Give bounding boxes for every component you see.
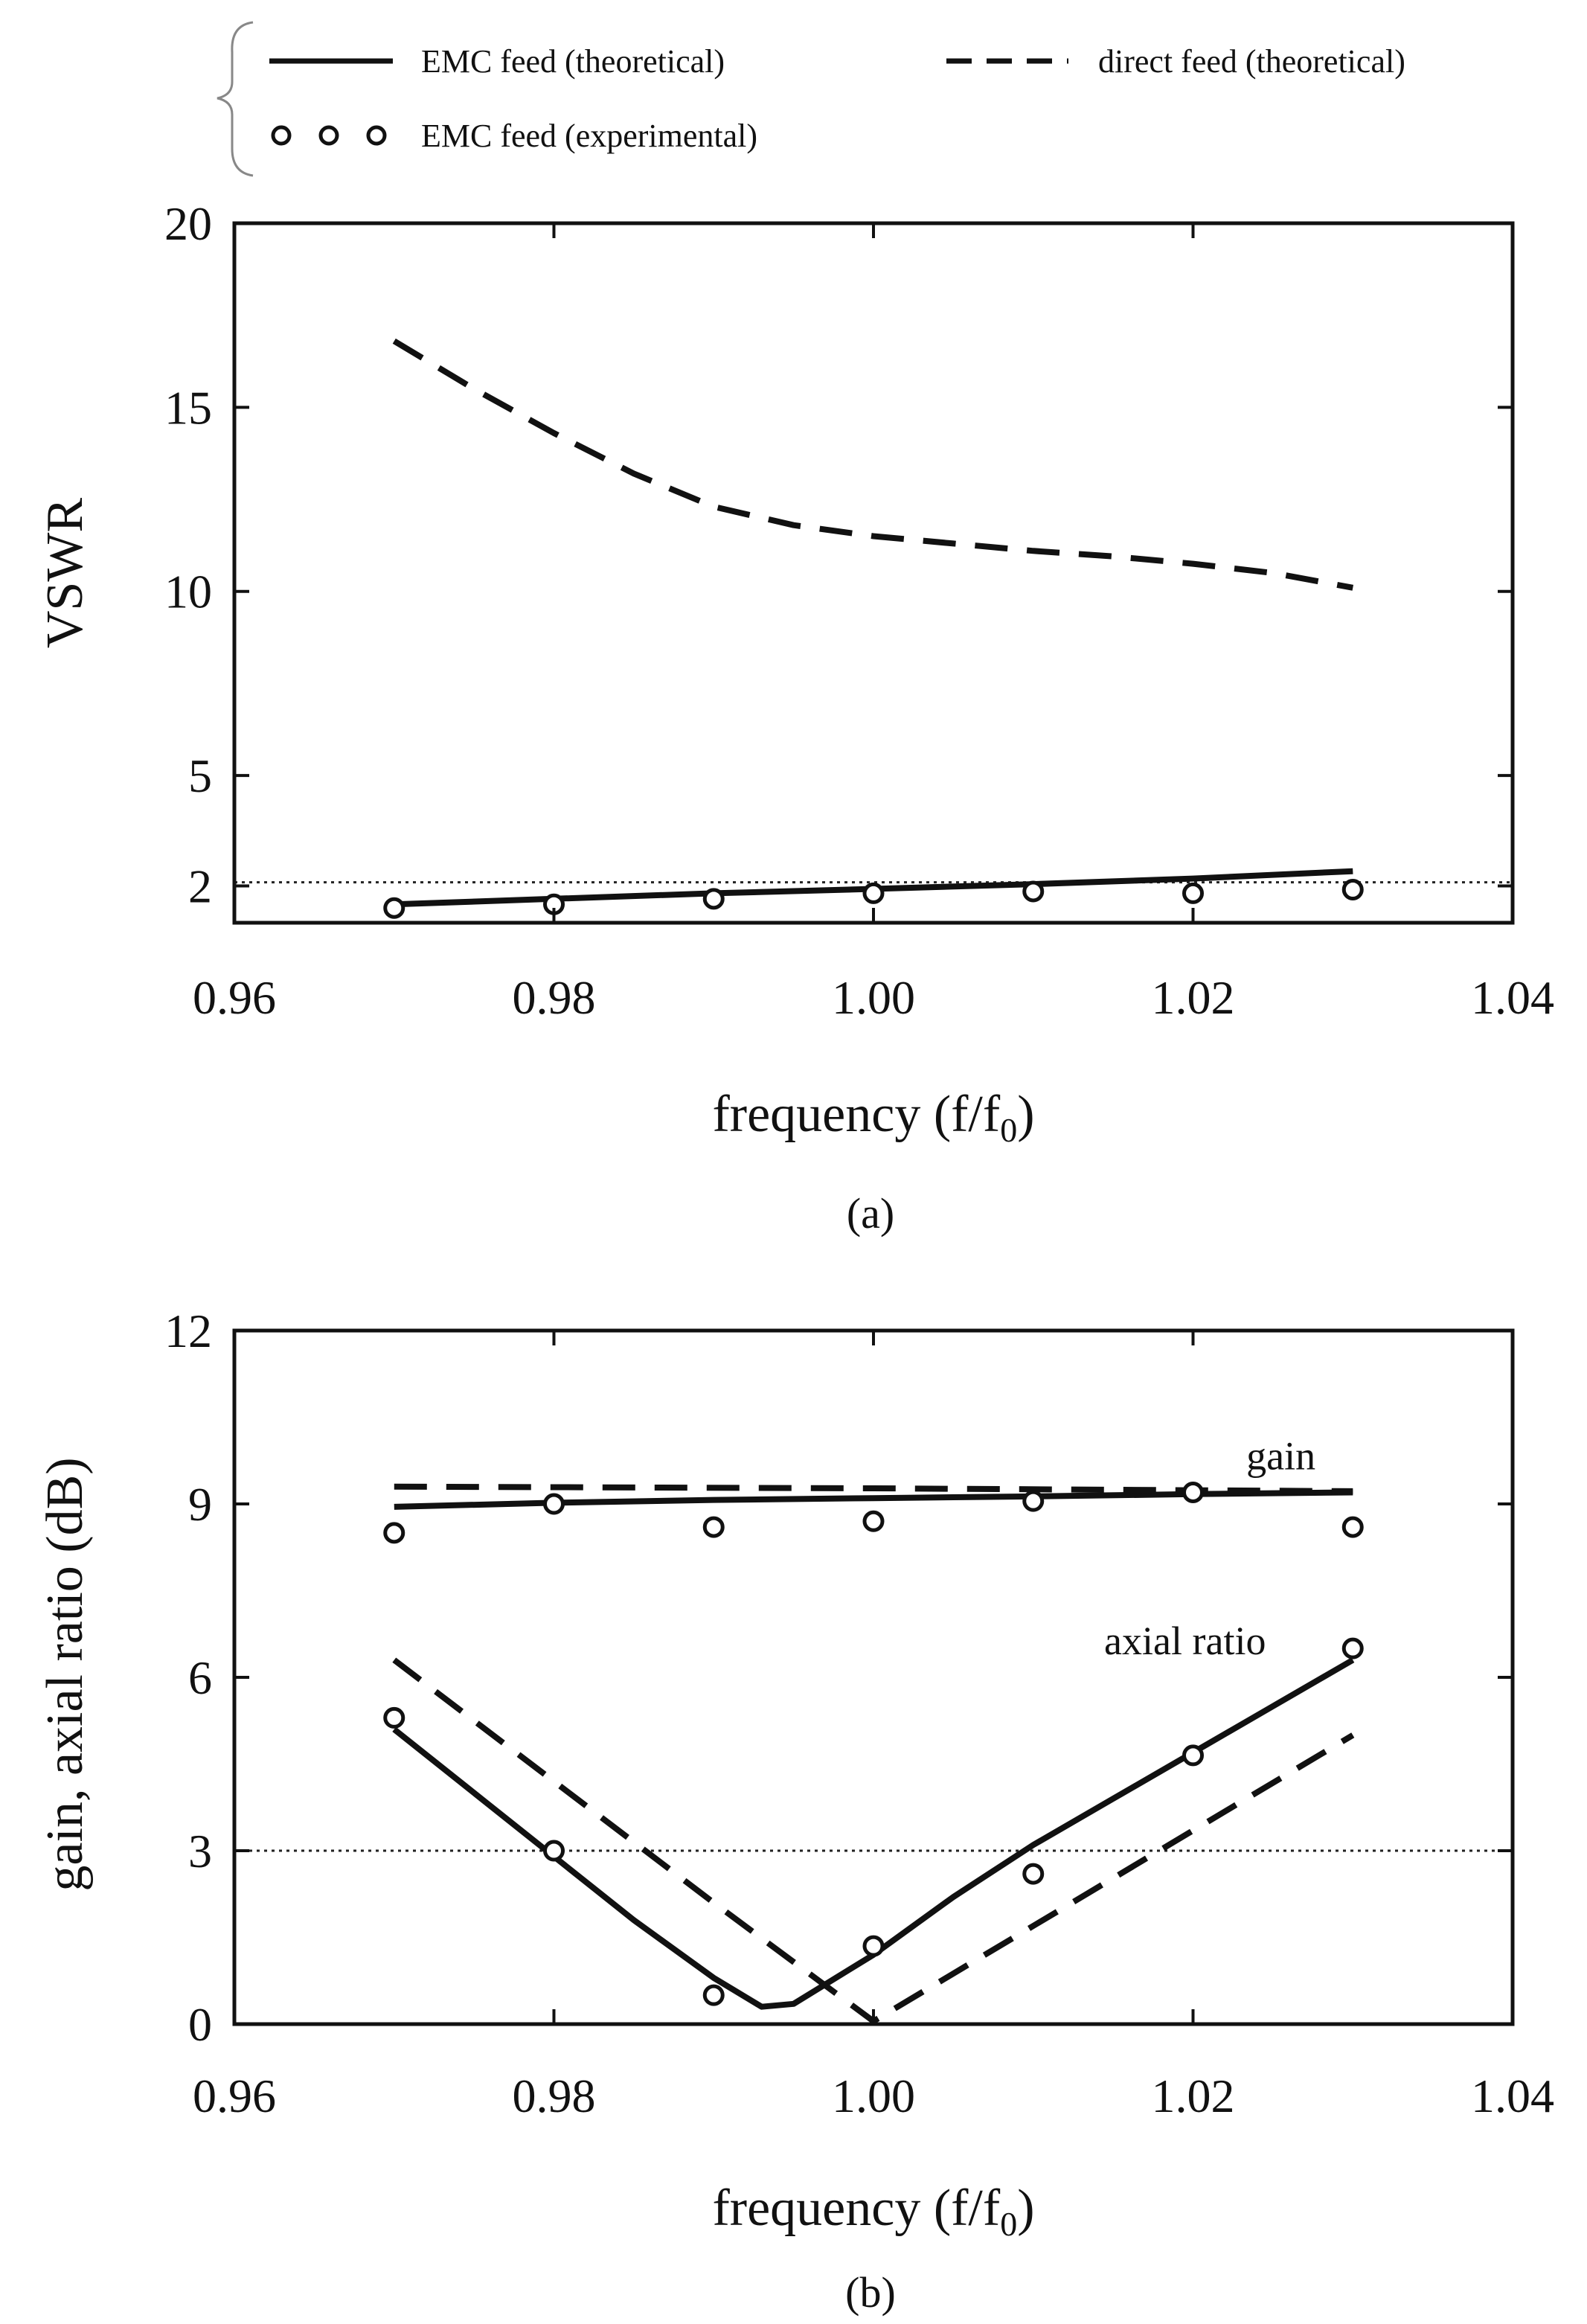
y-axis-title: VSWR bbox=[36, 498, 94, 649]
y-tick-label-2: 6 bbox=[188, 1651, 212, 1704]
data-point-gain-emc-feed-experimental-6 bbox=[1341, 1516, 1364, 1538]
x-tick-label-2: 1.00 bbox=[832, 971, 915, 1024]
data-point-gain-emc-feed-experimental-1 bbox=[543, 1493, 565, 1515]
x-tick-label-3: 1.02 bbox=[1152, 2069, 1235, 2122]
series-line-axial-ratio-emc-feed-theoretical bbox=[392, 1657, 1355, 2010]
x-tick-label-0: 0.96 bbox=[193, 971, 276, 1024]
data-point-emc-feed-experimental-0 bbox=[383, 897, 405, 919]
y-tick-label-3: 15 bbox=[164, 381, 212, 434]
data-point-emc-feed-experimental-2 bbox=[702, 888, 725, 910]
y-tick-label-2: 10 bbox=[164, 566, 212, 618]
plot-frame bbox=[232, 221, 1515, 925]
legend: EMC feed (theoretical) direct feed (theo… bbox=[217, 21, 1405, 177]
data-point-axial-ratio-emc-feed-experimental-3 bbox=[862, 1935, 885, 1957]
legend-label-direct-theoretical: direct feed (theoretical) bbox=[1098, 43, 1405, 80]
legend-label-emc-experimental: EMC feed (experimental) bbox=[421, 118, 757, 154]
legend-swatch-circle-1 bbox=[271, 125, 292, 146]
data-point-axial-ratio-emc-feed-experimental-6 bbox=[1341, 1637, 1364, 1659]
x-tick-label-4: 1.04 bbox=[1471, 971, 1554, 1024]
data-point-gain-emc-feed-experimental-3 bbox=[862, 1510, 885, 1532]
y-tick-label-3: 9 bbox=[188, 1478, 212, 1531]
vswr-chart: 0.96 0.98 1.00 1.02 1.04 2 5 10 15 20 frequency (f… bbox=[36, 197, 1554, 1149]
data-point-axial-ratio-emc-feed-experimental-5 bbox=[1182, 1744, 1204, 1767]
x-axis-title: frequency (f/f0) bbox=[712, 1086, 1034, 1149]
data-point-emc-feed-experimental-3 bbox=[862, 882, 885, 904]
gain-axial-ratio-chart: 0.96 0.98 1.00 1.02 1.04 0 3 6 9 12 frequency (f/f… bbox=[36, 1305, 1554, 2243]
data-point-emc-feed-experimental-6 bbox=[1341, 878, 1364, 900]
y-tick-label-4: 20 bbox=[164, 197, 212, 250]
series-line-direct-feed-theoretical bbox=[392, 338, 1354, 591]
x-axis-title: frequency (f/f0) bbox=[712, 2180, 1034, 2243]
panel-label-a: (a) bbox=[847, 1189, 894, 1238]
data-point-emc-feed-experimental-4 bbox=[1022, 880, 1045, 903]
annotation-gain: gain bbox=[1246, 1433, 1315, 1478]
data-point-emc-feed-experimental-5 bbox=[1182, 882, 1204, 904]
y-tick-label-0: 2 bbox=[188, 860, 212, 913]
legend-label-emc-theoretical: EMC feed (theoretical) bbox=[421, 43, 725, 80]
series-line-gain-emc-feed-theoretical bbox=[394, 1489, 1353, 1510]
x-tick-label-1: 0.98 bbox=[513, 2069, 596, 2122]
annotation-axial-ratio: axial ratio bbox=[1104, 1619, 1266, 1663]
data-point-gain-emc-feed-experimental-5 bbox=[1182, 1481, 1204, 1503]
data-point-gain-emc-feed-experimental-2 bbox=[702, 1516, 725, 1538]
y-tick-label-0: 0 bbox=[188, 1998, 212, 2051]
series-line-gain-direct-feed-theoretical bbox=[394, 1483, 1353, 1494]
data-point-axial-ratio-emc-feed-experimental-0 bbox=[383, 1706, 405, 1729]
data-point-axial-ratio-emc-feed-experimental-1 bbox=[543, 1840, 565, 1862]
panel-label-b: (b) bbox=[845, 2268, 896, 2317]
x-tick-label-4: 1.04 bbox=[1471, 2069, 1554, 2122]
data-point-axial-ratio-emc-feed-experimental-2 bbox=[702, 1984, 725, 2006]
data-point-gain-emc-feed-experimental-4 bbox=[1022, 1490, 1045, 1512]
data-point-axial-ratio-emc-feed-experimental-4 bbox=[1022, 1863, 1045, 1885]
legend-brace bbox=[217, 21, 254, 177]
legend-swatch-circle-2 bbox=[318, 125, 339, 146]
legend-swatch-circle-3 bbox=[366, 125, 387, 146]
x-tick-label-2: 1.00 bbox=[832, 2069, 915, 2122]
x-tick-label-1: 0.98 bbox=[513, 971, 596, 1024]
y-tick-label-4: 12 bbox=[164, 1305, 212, 1357]
y-tick-label-1: 3 bbox=[188, 1825, 212, 1878]
y-tick-label-1: 5 bbox=[188, 749, 212, 802]
data-point-gain-emc-feed-experimental-0 bbox=[383, 1522, 405, 1544]
x-tick-label-3: 1.02 bbox=[1152, 971, 1235, 1024]
y-axis-title: gain, axial ratio (dB) bbox=[36, 1457, 94, 1891]
x-tick-label-0: 0.96 bbox=[193, 2069, 276, 2122]
